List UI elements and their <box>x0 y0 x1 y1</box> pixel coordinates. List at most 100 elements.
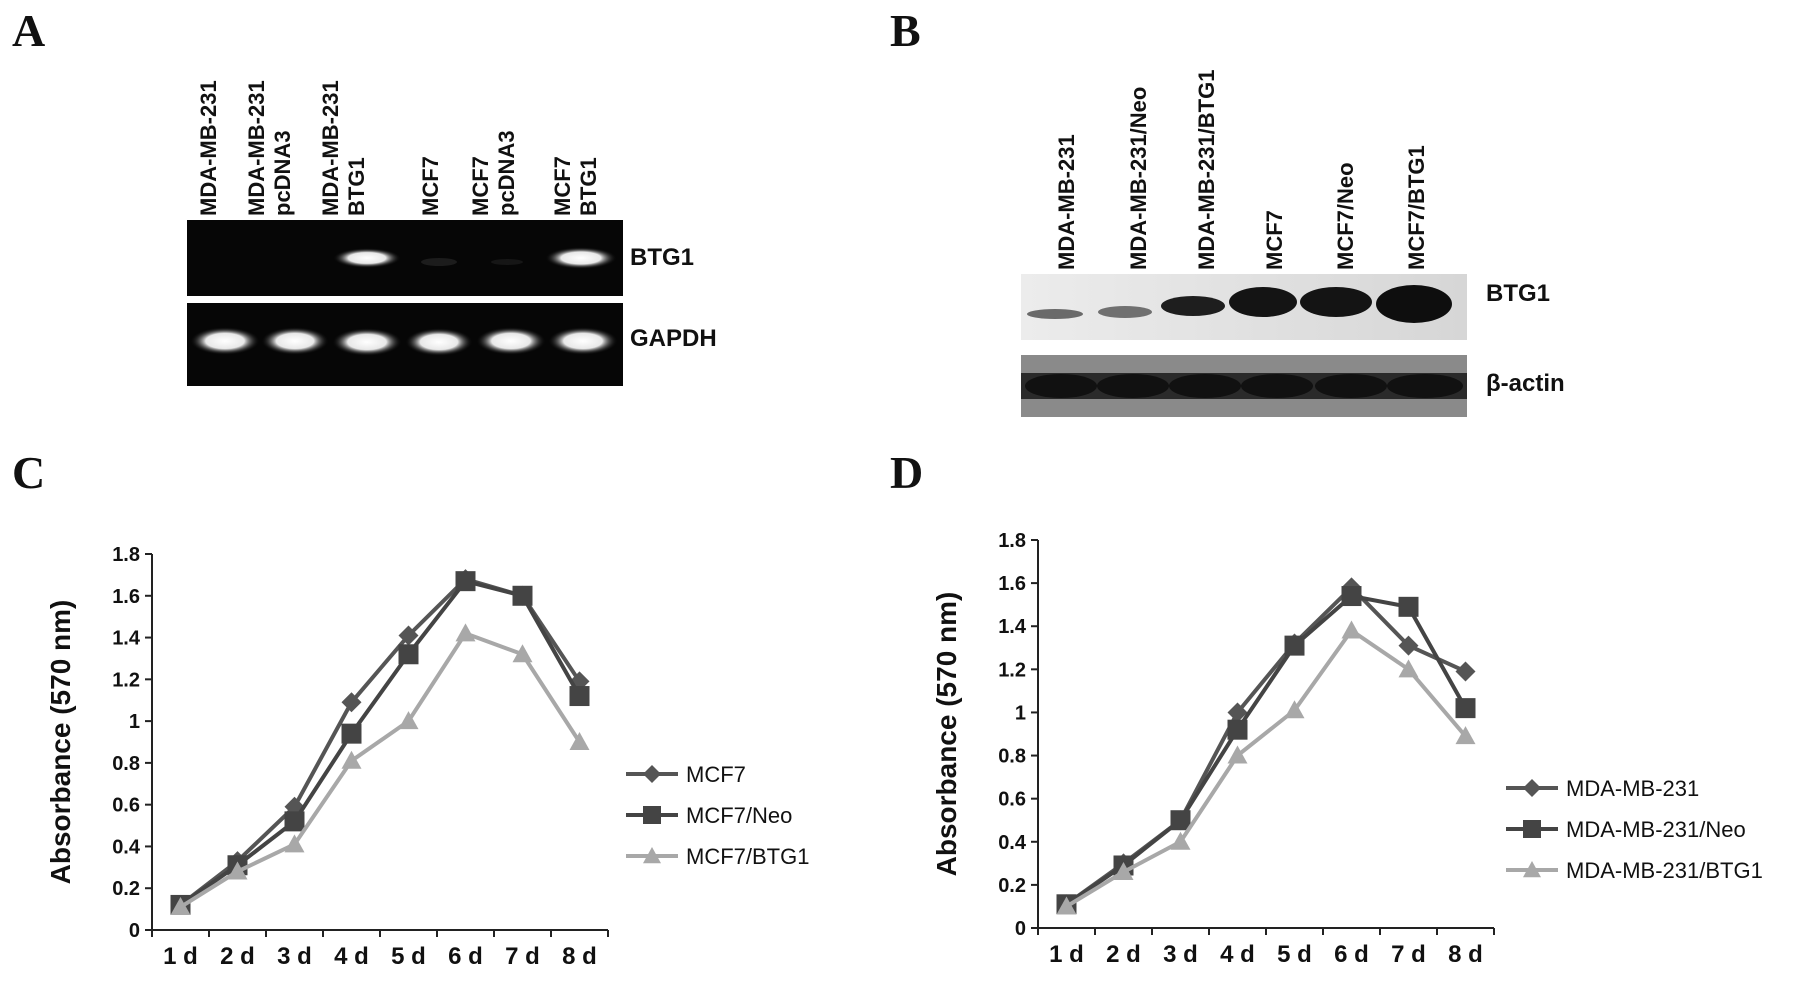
y-tick-label: 1.2 <box>112 669 140 691</box>
lane-label: MCF7 <box>418 156 443 216</box>
legend-label: MDA-MB-231/BTG1 <box>1566 858 1763 883</box>
data-point-square <box>569 686 590 707</box>
blot-band <box>1098 306 1152 318</box>
data-point-square <box>341 723 362 744</box>
legend-label: MCF7/Neo <box>686 803 792 828</box>
data-point-square <box>398 644 419 665</box>
data-point-square <box>1284 635 1305 656</box>
data-point-triangle <box>1455 726 1476 745</box>
x-tick-label: 3 d <box>277 943 312 970</box>
y-tick-label: 1.6 <box>112 586 140 608</box>
data-point-triangle <box>1113 861 1134 880</box>
lane-label: MDA-MB-231/BTG1 <box>1194 69 1219 270</box>
data-point-triangle <box>170 897 191 916</box>
y-tick-label: 0.8 <box>998 746 1026 768</box>
data-point-square <box>1341 586 1362 607</box>
data-point-square <box>1170 810 1191 831</box>
gel-band <box>476 327 546 355</box>
gel-band <box>491 259 523 265</box>
blot-band <box>1097 374 1169 398</box>
y-tick-label: 0.4 <box>998 832 1027 854</box>
series-line <box>1065 627 1468 909</box>
data-point-square <box>455 571 476 592</box>
x-tick-label: 1 d <box>163 943 198 970</box>
data-point-triangle <box>1170 831 1191 850</box>
data-point-triangle <box>1056 896 1077 915</box>
data-point-diamond <box>643 765 661 783</box>
y-tick-label: 0.4 <box>112 836 141 858</box>
y-tick-label: 1 <box>129 711 140 733</box>
legend-label: MDA-MB-231 <box>1566 776 1699 801</box>
data-point-triangle <box>341 750 362 769</box>
panel-d-line-chart: 0 0.2 0.4 0.6 0.8 1 1.2 1.4 1.6 1.8 1 d 2 d 3 d 4 d 5 … <box>931 530 1763 968</box>
y-tick-label: 1.4 <box>112 628 141 650</box>
data-point-square <box>643 806 661 824</box>
x-tick-label: 2 d <box>220 943 255 970</box>
data-point-diamond <box>1523 779 1541 797</box>
gel-band <box>332 328 402 356</box>
band-label-btg1: BTG1 <box>630 244 695 271</box>
series-square <box>1056 586 1476 915</box>
y-axis-label: Absorbance (570 nm) <box>45 600 76 885</box>
panel-a-letter: A <box>12 5 46 56</box>
data-point-triangle <box>455 623 476 642</box>
y-tick-label: 0.2 <box>112 878 140 900</box>
x-tick-label: 3 d <box>1163 941 1198 968</box>
gel-band <box>261 327 329 355</box>
legend-label: MCF7/BTG1 <box>686 844 809 869</box>
y-tick-label: 0.6 <box>998 789 1026 811</box>
lane-label: MDA-MB-231/Neo <box>1126 86 1151 270</box>
gel-band <box>405 328 473 356</box>
x-tick-label: 4 d <box>1220 941 1255 968</box>
y-tick-label: 1.2 <box>998 659 1026 681</box>
blot-band <box>1229 287 1297 317</box>
panel-c-letter: C <box>12 447 46 498</box>
legend-item: MDA-MB-231/BTG1 <box>1506 858 1763 883</box>
data-point-diamond <box>1455 661 1476 682</box>
lane-label: MCF7/BTG1 <box>1404 145 1429 270</box>
blot-band <box>1241 374 1313 398</box>
series-triangle <box>1056 620 1476 915</box>
blot-band <box>1376 285 1452 323</box>
y-tick-label: 1 <box>1015 702 1026 724</box>
legend-item: MDA-MB-231/Neo <box>1506 817 1746 842</box>
x-tick-label: 5 d <box>391 943 426 970</box>
lane-label: MCF7 pcDNA3 <box>468 130 519 216</box>
x-tick-label: 5 d <box>1277 941 1312 968</box>
band-label-gapdh: GAPDH <box>630 325 717 352</box>
data-point-triangle <box>512 644 533 663</box>
data-point-triangle <box>1398 659 1419 678</box>
data-point-square <box>1398 596 1419 617</box>
blot-band <box>1027 309 1083 319</box>
lane-label: MDA-MB-231 BTG1 <box>318 80 369 216</box>
data-point-square <box>284 811 305 832</box>
y-tick-label: 1.8 <box>112 544 140 566</box>
data-point-triangle <box>1523 861 1541 878</box>
data-point-triangle <box>1227 745 1248 764</box>
band-label-actin: β-actin <box>1486 370 1565 397</box>
series-square <box>170 571 590 915</box>
blot-band <box>1300 287 1372 317</box>
lane-label: MDA-MB-231 <box>196 80 221 216</box>
data-point-square <box>1455 698 1476 719</box>
panel-a-gel-gapdh <box>187 303 623 386</box>
blot-band <box>1315 374 1387 398</box>
x-tick-label: 2 d <box>1106 941 1141 968</box>
lane-label: MCF7 BTG1 <box>550 156 601 216</box>
legend-item: MCF7/Neo <box>626 803 792 828</box>
y-tick-label: 1.4 <box>998 616 1027 638</box>
lane-label: MDA-MB-231 pcDNA3 <box>244 80 295 216</box>
x-tick-label: 4 d <box>334 943 369 970</box>
blot-band <box>1387 374 1463 398</box>
blot-band <box>1161 296 1225 316</box>
y-tick-label: 1.6 <box>998 573 1026 595</box>
data-point-triangle <box>284 834 305 853</box>
panel-c-line-chart: 0 0.2 0.4 0.6 0.8 1 1.2 1.4 1.6 1.8 1 d 2 d 3 d 4 d 5 … <box>45 544 809 970</box>
panel-b-letter: B <box>890 5 921 56</box>
data-point-triangle <box>569 732 590 750</box>
y-tick-label: 0 <box>1015 918 1026 940</box>
gel-band <box>421 258 457 266</box>
x-tick-label: 1 d <box>1049 941 1084 968</box>
data-point-triangle <box>1284 700 1305 719</box>
y-tick-label: 0.2 <box>998 875 1026 897</box>
